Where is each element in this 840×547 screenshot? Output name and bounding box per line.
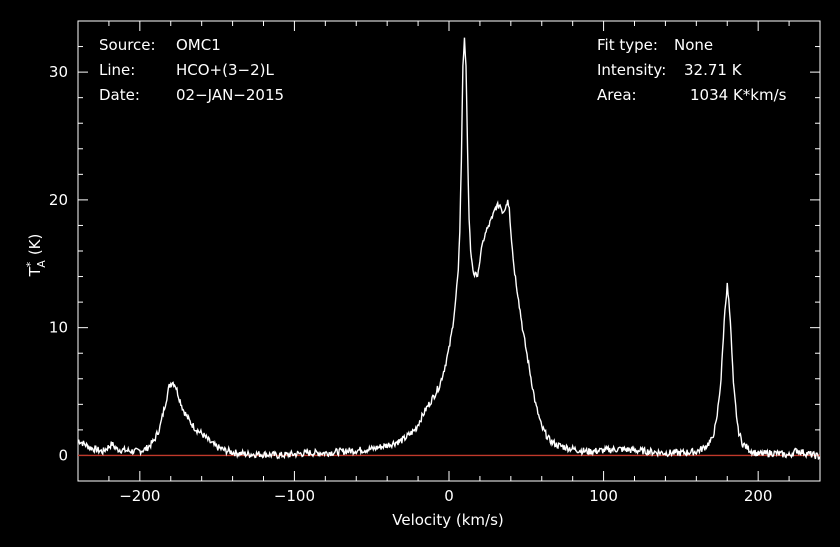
intensity-label: Intensity: <box>597 61 666 79</box>
x-axis-label: Velocity (km/s) <box>392 511 503 529</box>
date-value: 02−JAN−2015 <box>176 86 284 104</box>
x-tick-label: −100 <box>274 487 315 505</box>
y-tick-label: 10 <box>49 319 68 337</box>
source-label: Source: <box>99 36 156 54</box>
source-value: OMC1 <box>176 36 221 54</box>
x-tick-label: 100 <box>589 487 618 505</box>
intensity-value: 32.71 K <box>684 61 743 79</box>
y-axis-label-unit: (K) <box>26 234 44 256</box>
y-axis-label: T*A (K) <box>24 234 48 278</box>
y-tick-label: 0 <box>58 446 68 464</box>
axis-tick-labels: −200 −100 0 100 200 0 10 20 30 <box>49 63 773 505</box>
date-label: Date: <box>99 86 140 104</box>
x-tick-label: 200 <box>744 487 773 505</box>
area-label: Area: <box>597 86 637 104</box>
axis-ticks <box>77 20 821 482</box>
svg-text:T*A(K): T*A (K) <box>24 234 48 278</box>
y-tick-label: 30 <box>49 63 68 81</box>
y-axis-label-sup: * <box>24 261 37 267</box>
y-axis-label-main: T <box>26 266 44 277</box>
line-value: HCO+(3−2)L <box>176 61 274 79</box>
y-axis-label-sub: A <box>35 260 48 268</box>
fit-type-label: Fit type: <box>597 36 658 54</box>
y-tick-label: 20 <box>49 191 68 209</box>
fit-type-value: None <box>674 36 713 54</box>
area-value: 1034 K*km/s <box>690 86 787 104</box>
spectrum-line <box>77 37 821 461</box>
x-tick-label: −200 <box>119 487 160 505</box>
x-tick-label: 0 <box>444 487 454 505</box>
line-label: Line: <box>99 61 135 79</box>
